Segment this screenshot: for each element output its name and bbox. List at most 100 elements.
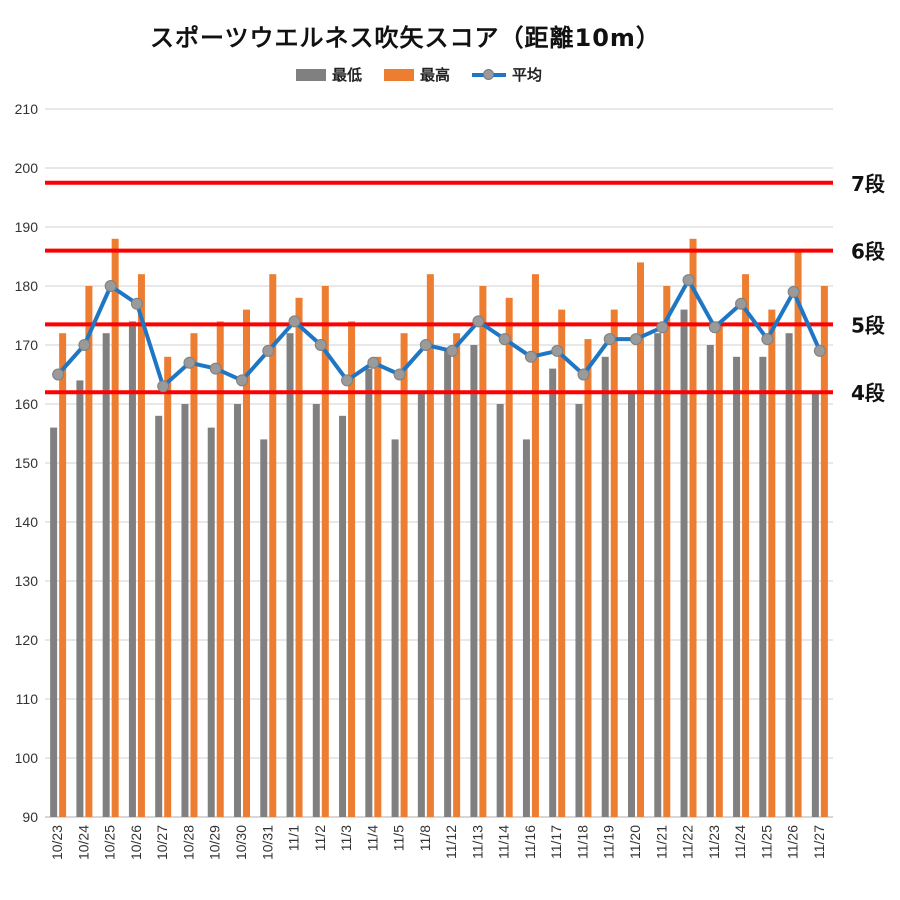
- bar-max: [637, 262, 644, 817]
- bar-min: [680, 309, 688, 817]
- average-point: [209, 362, 222, 375]
- average-point: [603, 333, 616, 346]
- y-tick-label: 210: [15, 101, 39, 117]
- bar-min: [522, 439, 530, 817]
- bar-max: [689, 238, 697, 818]
- y-tick-label: 180: [15, 278, 39, 294]
- x-tick-label: 10/29: [207, 825, 223, 860]
- bar-max: [768, 309, 776, 817]
- average-point: [236, 374, 248, 387]
- average-point: [630, 333, 642, 346]
- average-point: [813, 344, 826, 357]
- bar-max: [453, 333, 461, 817]
- average-point: [367, 356, 380, 369]
- x-tick-label: 11/13: [469, 825, 485, 859]
- bar-max: [111, 238, 119, 818]
- bar-max: [400, 333, 408, 817]
- bar-min: [496, 404, 504, 817]
- bar-min: [260, 439, 268, 817]
- bar-min: [706, 345, 714, 817]
- x-tick-label: 11/23: [706, 825, 722, 859]
- x-tick-label: 11/17: [548, 825, 564, 859]
- x-tick-label: 11/3: [338, 825, 354, 851]
- x-tick-label: 10/31: [259, 825, 275, 860]
- bar-min: [102, 333, 110, 817]
- bar-min: [733, 356, 741, 817]
- legend-swatch-max: [384, 68, 415, 81]
- average-point: [446, 344, 459, 357]
- average-point: [104, 280, 117, 292]
- x-tick-label: 10/30: [233, 825, 249, 860]
- x-tick-label: 11/4: [364, 825, 380, 851]
- bar-max: [295, 297, 303, 817]
- bar-min: [50, 427, 58, 817]
- bar-max: [610, 309, 618, 817]
- bar-max: [505, 297, 513, 817]
- x-tick-label: 11/12: [443, 825, 459, 859]
- bar-max: [164, 356, 172, 817]
- average-point: [498, 333, 511, 346]
- average-point: [524, 350, 537, 363]
- bar-min: [234, 404, 241, 817]
- bar-max: [374, 356, 382, 817]
- average-point: [341, 374, 354, 387]
- reference-label: 7段: [851, 172, 885, 196]
- reference-label: 6段: [851, 240, 885, 264]
- bar-min: [811, 392, 819, 817]
- average-point: [288, 315, 301, 328]
- x-tick-label: 11/20: [627, 825, 643, 859]
- bar-max: [190, 333, 198, 817]
- bar-min: [444, 350, 452, 817]
- average-point: [52, 368, 65, 381]
- y-tick-label: 190: [15, 219, 39, 235]
- bar-min: [759, 356, 767, 817]
- bar-min: [654, 333, 662, 817]
- x-tick-label: 11/24: [732, 825, 748, 859]
- bar-max: [426, 274, 434, 817]
- y-tick-label: 150: [15, 455, 39, 471]
- average-point: [708, 321, 721, 334]
- y-tick-label: 140: [15, 514, 39, 530]
- bar-max: [348, 321, 356, 817]
- y-tick-label: 200: [15, 160, 39, 176]
- bar-min: [155, 415, 163, 817]
- bar-max: [479, 286, 487, 817]
- average-point: [682, 274, 695, 287]
- bar-min: [417, 392, 425, 817]
- bar-min: [575, 404, 583, 817]
- average-point: [393, 368, 406, 381]
- bar-max: [742, 274, 750, 817]
- bar-min: [391, 439, 399, 817]
- average-point: [787, 285, 800, 298]
- x-tick-label: 11/18: [574, 825, 590, 859]
- reference-label: 4段: [851, 381, 885, 405]
- legend-label-min: 最低: [332, 66, 363, 84]
- y-tick-label: 100: [15, 750, 39, 766]
- legend-swatch-min: [296, 68, 326, 81]
- x-tick-label: 11/1: [286, 825, 302, 851]
- bar-max: [59, 333, 67, 817]
- bar-min: [339, 415, 347, 817]
- x-tick-label: 11/25: [758, 825, 774, 859]
- bar-min: [128, 321, 136, 817]
- average-point: [157, 380, 170, 393]
- x-tick-label: 11/8: [417, 825, 433, 851]
- x-tick-label: 10/23: [49, 825, 65, 860]
- x-tick-label: 11/19: [601, 825, 617, 859]
- legend-item-avg: 平均: [472, 64, 542, 85]
- x-tick-label: 11/16: [522, 825, 538, 859]
- average-point: [735, 297, 748, 310]
- average-point: [78, 339, 91, 351]
- bar-min: [76, 380, 84, 817]
- bar-max: [794, 250, 802, 818]
- y-tick-label: 110: [16, 691, 39, 707]
- bar-min: [312, 404, 320, 817]
- bar-max: [531, 274, 539, 817]
- bar-max: [663, 286, 671, 817]
- chart-title: スポーツウエルネス吹矢スコア（距離10m）: [150, 24, 661, 52]
- x-tick-label: 10/25: [102, 825, 118, 860]
- average-point: [761, 333, 774, 346]
- bar-min: [628, 392, 635, 817]
- bar-min: [549, 368, 557, 817]
- bar-max: [321, 286, 329, 817]
